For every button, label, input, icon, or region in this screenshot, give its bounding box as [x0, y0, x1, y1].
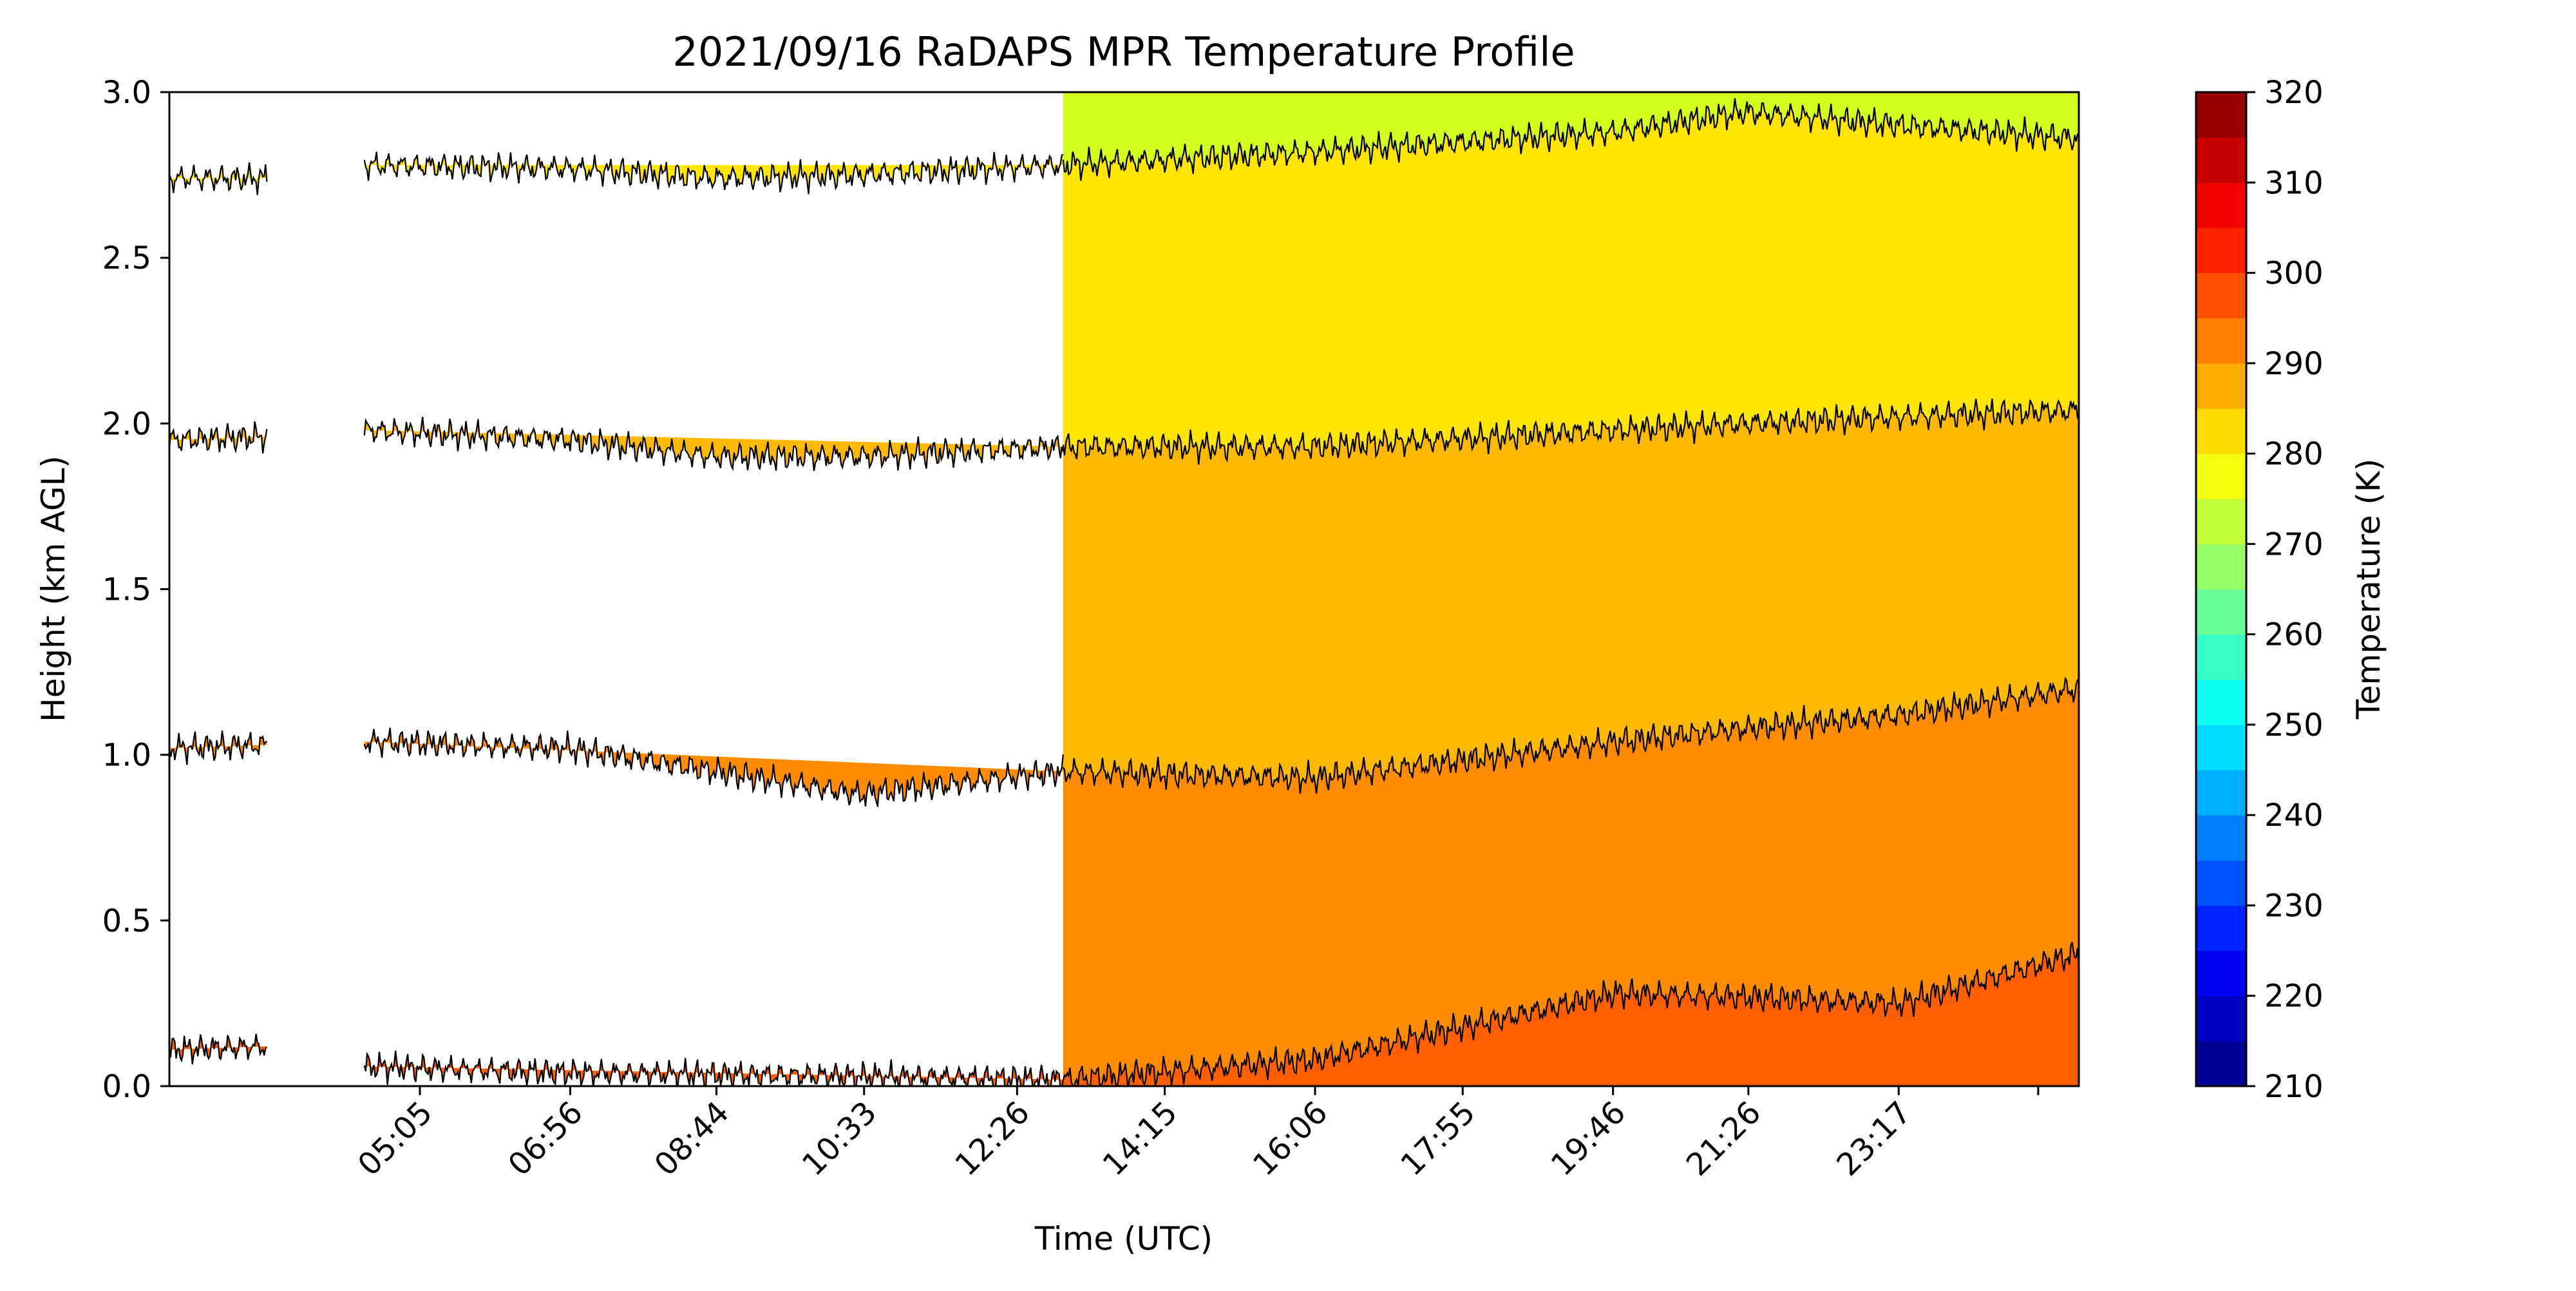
y-axis: 0.0 0.5 1.0 1.5 2.0 2.5 3.0: [102, 75, 169, 1105]
x-tick-label: 16:06: [1246, 1095, 1334, 1183]
colorbar-tick-label: 260: [2264, 617, 2324, 653]
y-tick-label: 0.5: [102, 903, 151, 939]
x-tick-label: 10:33: [795, 1095, 884, 1183]
colorbar-segment: [2196, 950, 2246, 997]
y-tick-label: 2.5: [102, 240, 151, 276]
x-axis: 05:05 06:56 08:44 10:33 12:26 14:15 16:06 17:55…: [351, 1086, 2040, 1183]
contour-line-285: [1062, 398, 2079, 465]
colorbar-tick-label: 250: [2264, 707, 2324, 743]
colorbar-segment: [2196, 227, 2246, 274]
colorbar-segment: [2196, 182, 2246, 229]
colorbar-tick-label: 310: [2264, 165, 2324, 201]
colorbar-segment: [2196, 905, 2246, 952]
colorbar-label: Temperature (K): [2350, 459, 2387, 720]
colorbar-segment: [2196, 860, 2246, 906]
colorbar-segment: [2196, 273, 2246, 319]
x-tick-label: 17:55: [1394, 1095, 1482, 1183]
sparse-contour-295: [169, 1033, 268, 1065]
y-tick-label: 2.0: [102, 406, 151, 442]
colorbar-tick-label: 270: [2264, 526, 2324, 562]
plot-area: [168, 91, 2080, 1087]
sparse-contour-280: [169, 162, 268, 195]
sparse-contour-290: [363, 727, 1064, 807]
colorbar-segment: [2196, 815, 2246, 861]
colorbar-tick-label: 240: [2264, 798, 2324, 834]
band-290-295: [1063, 678, 2079, 1086]
colorbar-segment: [2196, 318, 2246, 364]
sparse-contour-295: [363, 1050, 1064, 1086]
x-tick-label: 08:44: [648, 1095, 736, 1183]
x-tick-label: 19:46: [1544, 1095, 1633, 1183]
x-tick-label: 12:26: [948, 1095, 1036, 1183]
y-tick-label: 1.5: [102, 572, 151, 608]
contour-line-290: [1062, 676, 2079, 794]
x-tick-label: 23:17: [1830, 1095, 1918, 1183]
sparse-contour-280: [363, 151, 1064, 195]
colorbar-segment: [2196, 92, 2246, 138]
y-axis-label: Height (km AGL): [35, 455, 72, 722]
sparse-band-285: [364, 417, 1063, 471]
colorbar-segment: [2196, 544, 2246, 590]
colorbar-segment: [2196, 634, 2246, 680]
colorbar: 210 220 230 240 250 260 270 280 290 300 310 320: [2195, 75, 2324, 1105]
colorbar-tick-label: 320: [2264, 75, 2324, 111]
sparse-contour-290: [169, 730, 268, 765]
colorbar-tick-label: 280: [2264, 436, 2324, 472]
colorbar-segment: [2196, 408, 2246, 454]
colorbar-segment: [2196, 499, 2246, 544]
x-tick-label: 06:56: [501, 1095, 589, 1183]
colorbar-tick-label: 210: [2264, 1069, 2324, 1105]
colorbar-frame: [2195, 91, 2248, 1087]
x-tick-label: 05:05: [351, 1095, 439, 1183]
contour-line-295: [1062, 942, 2079, 1086]
y-tick-label: 3.0: [102, 75, 151, 111]
sparse-band-290: [364, 727, 1063, 807]
colorbar-tick-label: 220: [2264, 979, 2324, 1015]
contour-line-280: [1062, 98, 2079, 181]
colorbar-segment: [2196, 1040, 2246, 1087]
colorbar-tick-label: 230: [2264, 888, 2324, 924]
colorbar-tick-label: 290: [2264, 346, 2324, 382]
contour-lines: [169, 98, 2079, 1086]
x-tick-label: 21:26: [1680, 1095, 1768, 1183]
colorbar-segment: [2196, 363, 2246, 409]
colorbar-segment: [2196, 589, 2246, 635]
colorbar-segment: [2196, 137, 2246, 183]
colorbar-segment: [2196, 995, 2246, 1042]
colorbar-segment: [2196, 724, 2246, 770]
colorbar-tick-label: 300: [2264, 256, 2324, 292]
band-below-295: [1063, 942, 2079, 1086]
colorbar-segment: [2196, 454, 2246, 499]
y-tick-label: 0.0: [102, 1069, 151, 1105]
colorbar-segment: [2196, 770, 2246, 816]
sparse-contour-285: [363, 416, 1064, 472]
x-axis-label: Time (UTC): [1034, 1220, 1213, 1258]
y-tick-label: 1.0: [102, 738, 151, 774]
chart-title: 2021/09/16 RaDAPS MPR Temperature Profil…: [672, 28, 1575, 75]
colorbar-segment: [2196, 679, 2246, 725]
x-tick-label: 14:15: [1096, 1095, 1184, 1183]
sparse-contour-285: [169, 421, 268, 454]
